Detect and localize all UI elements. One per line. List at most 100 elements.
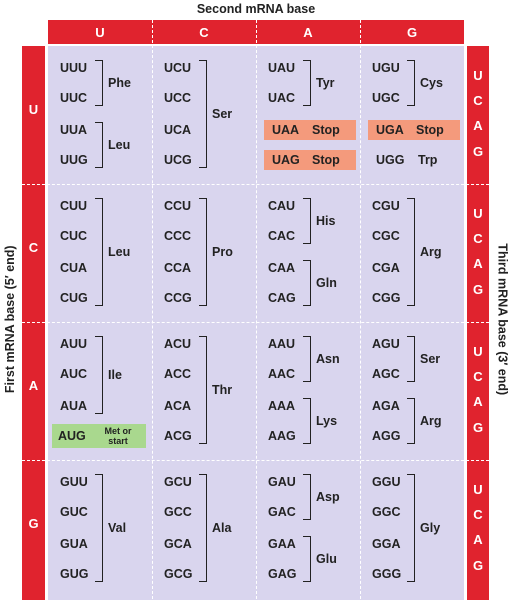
amino-acid: Gly	[420, 521, 441, 535]
codon: UUG	[60, 153, 88, 167]
codon: AUC	[60, 367, 88, 381]
bracket	[95, 198, 103, 306]
codon: GGG	[372, 567, 402, 581]
column-divider	[152, 20, 153, 600]
third-base: A	[473, 532, 483, 547]
codon: GUU	[60, 475, 88, 489]
row-divider	[22, 322, 489, 323]
bracket	[95, 474, 103, 582]
codon: UAU	[268, 61, 296, 75]
bracket	[303, 198, 311, 244]
codon: AUU	[60, 337, 88, 351]
bracket	[407, 474, 415, 582]
codon: GAA	[268, 537, 296, 551]
third-base: G	[472, 558, 484, 573]
codon: CAG	[268, 291, 296, 305]
codon: AAG	[268, 429, 296, 443]
third-base: U	[473, 482, 483, 497]
codon: ACC	[164, 367, 192, 381]
amino-acid: Asp	[316, 490, 340, 504]
bracket	[95, 60, 103, 106]
second-base: G	[406, 25, 418, 40]
codon: GAG	[268, 567, 297, 581]
third-base: A	[473, 118, 483, 133]
bracket	[95, 336, 103, 414]
first-base: U	[28, 102, 39, 117]
third-base: U	[473, 206, 483, 221]
codon: AAA	[268, 399, 296, 413]
amino-acid: Arg	[420, 414, 442, 428]
amino-acid: Ala	[212, 521, 232, 535]
amino-acid: Glu	[316, 552, 337, 566]
codon: GCC	[164, 505, 192, 519]
codon: CGU	[372, 199, 400, 213]
amino-acid: Phe	[108, 76, 131, 90]
bracket	[303, 336, 311, 382]
codon: UAG	[272, 153, 300, 167]
codon: UGC	[372, 91, 400, 105]
amino-acid: Stop	[312, 153, 340, 167]
codon: GAC	[268, 505, 296, 519]
codon: UCG	[164, 153, 192, 167]
codon: CUG	[60, 291, 88, 305]
codon: UGU	[372, 61, 400, 75]
amino-acid: Pro	[212, 245, 233, 259]
codon: CAA	[268, 261, 296, 275]
amino-acid: Ser	[212, 107, 233, 121]
codon: UGG	[376, 153, 405, 167]
amino-acid: Trp	[418, 153, 438, 167]
third-base: U	[473, 68, 483, 83]
bracket	[199, 198, 207, 306]
codon: GCG	[164, 567, 193, 581]
codon: CCG	[164, 291, 192, 305]
codon: UCC	[164, 91, 192, 105]
amino-acid: Lys	[316, 414, 338, 428]
codon: AAU	[268, 337, 296, 351]
amino-acid: His	[316, 214, 336, 228]
codon: GGU	[372, 475, 401, 489]
codon: ACA	[164, 399, 192, 413]
amino-acid: Ser	[420, 352, 441, 366]
right-title: Third mRNA base (3′ end)	[495, 243, 510, 396]
top-title: Second mRNA base	[196, 2, 316, 16]
amino-acid: Tyr	[316, 76, 335, 90]
bracket	[407, 198, 415, 306]
codon: GUA	[60, 537, 88, 551]
amino-acid: Ile	[108, 368, 122, 382]
codon: CAC	[268, 229, 296, 243]
amino-acid: Leu	[108, 138, 131, 152]
first-base: G	[28, 516, 39, 531]
first-base: C	[28, 240, 39, 255]
second-base: A	[303, 25, 313, 40]
amino-acid: Leu	[108, 245, 131, 259]
codon: UCA	[164, 123, 192, 137]
codon: GGA	[372, 537, 401, 551]
third-base: G	[472, 282, 484, 297]
codon: GCA	[164, 537, 192, 551]
third-base: C	[473, 369, 483, 384]
codon: GUC	[60, 505, 88, 519]
amino-acid: Stop	[312, 123, 340, 137]
third-base: A	[473, 256, 483, 271]
column-divider	[256, 20, 257, 600]
codon: CUA	[60, 261, 88, 275]
highlight-box	[264, 150, 356, 170]
bracket	[303, 536, 311, 582]
codon: CAU	[268, 199, 296, 213]
third-base: A	[473, 394, 483, 409]
highlight-box	[368, 120, 460, 140]
third-base: G	[472, 420, 484, 435]
bracket	[303, 398, 311, 444]
codon: GGC	[372, 505, 401, 519]
amino-acid: Gln	[316, 276, 337, 290]
column-divider	[360, 20, 361, 600]
codon: GCU	[164, 475, 192, 489]
amino-acid: Stop	[416, 123, 444, 137]
codon: UUU	[60, 61, 88, 75]
codon: CCC	[164, 229, 192, 243]
bracket	[407, 60, 415, 106]
codon: UAA	[272, 123, 300, 137]
second-base: C	[199, 25, 209, 40]
codon: ACG	[164, 429, 192, 443]
